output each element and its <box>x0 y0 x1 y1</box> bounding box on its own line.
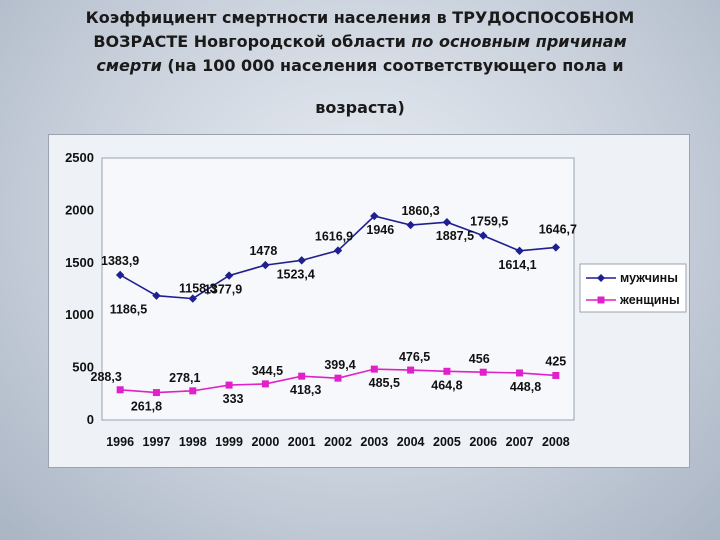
data-point-female <box>261 380 269 388</box>
data-label: 1523,4 <box>277 267 315 281</box>
data-label: 1946 <box>366 223 394 237</box>
data-label: 1759,5 <box>470 215 508 229</box>
data-point-male <box>188 294 197 303</box>
y-tick-label: 0 <box>87 412 94 427</box>
data-label: 476,5 <box>399 350 430 364</box>
x-tick-label: 2006 <box>469 435 497 449</box>
legend-label: мужчины <box>620 271 678 285</box>
data-label: 1186,5 <box>110 303 148 317</box>
title-line-4: возраста) <box>315 98 405 117</box>
data-label: 418,3 <box>290 383 321 397</box>
data-label: 1478 <box>249 244 277 258</box>
data-label: 288,3 <box>91 370 122 384</box>
data-point-male <box>333 246 343 255</box>
data-label: 1158,3 <box>179 282 217 296</box>
legend-marker <box>597 296 605 304</box>
data-point-female <box>370 365 378 373</box>
title-line-1: Коэффициент смертности населения в ТРУДО… <box>85 8 635 27</box>
chart-title: Коэффициент смертности населения в ТРУДО… <box>60 6 660 120</box>
data-point-female <box>189 387 197 395</box>
data-label: 1646,7 <box>539 222 577 236</box>
legend-marker <box>597 274 605 282</box>
x-tick-label: 2008 <box>542 435 570 449</box>
x-tick-label: 2004 <box>397 435 425 449</box>
data-label: 344,5 <box>252 364 283 378</box>
data-label: 1887,5 <box>436 229 474 243</box>
data-point-female <box>334 374 342 382</box>
x-tick-label: 1998 <box>179 435 207 449</box>
data-point-female <box>516 369 524 377</box>
data-label: 1377,9 <box>204 283 242 297</box>
data-point-male <box>152 291 161 300</box>
x-tick-label: 2000 <box>251 435 279 449</box>
data-label: 425 <box>545 354 566 368</box>
data-point-female <box>407 366 415 374</box>
data-point-female <box>152 389 160 397</box>
data-label: 1616,9 <box>315 230 353 244</box>
data-point-male <box>479 231 488 240</box>
data-point-female <box>298 372 306 380</box>
x-tick-label: 1997 <box>143 435 171 449</box>
data-label: 448,8 <box>510 380 541 394</box>
data-label: 1614,1 <box>498 258 536 272</box>
x-tick-label: 2005 <box>433 435 461 449</box>
data-label: 399,4 <box>324 358 355 372</box>
data-point-female <box>552 371 560 379</box>
y-tick-label: 1000 <box>65 307 94 322</box>
data-label: 464,8 <box>431 378 462 392</box>
data-label: 261,8 <box>131 400 162 414</box>
y-tick-label: 2000 <box>65 202 94 217</box>
x-tick-label: 2002 <box>324 435 352 449</box>
data-point-male <box>224 271 234 280</box>
data-point-male <box>406 220 415 230</box>
x-tick-label: 2007 <box>506 435 534 449</box>
legend-label: женщины <box>619 293 680 307</box>
data-point-male <box>551 243 561 252</box>
title-line-3a: смерти <box>96 56 162 75</box>
data-point-female <box>116 386 124 394</box>
y-tick-label: 500 <box>72 360 94 375</box>
x-tick-label: 1999 <box>215 435 243 449</box>
x-tick-label: 2003 <box>360 435 388 449</box>
data-label: 1860,3 <box>401 204 439 218</box>
data-point-male <box>115 270 125 280</box>
data-point-female <box>443 367 451 375</box>
data-point-male <box>370 211 379 221</box>
data-label: 333 <box>223 392 244 406</box>
x-tick-label: 2001 <box>288 435 316 449</box>
title-line-2a: ВОЗРАСТЕ Новгородской области <box>93 32 412 51</box>
data-label: 1383,9 <box>101 254 139 268</box>
data-label: 278,1 <box>169 371 200 385</box>
data-point-female <box>225 381 233 389</box>
title-line-3b: (на 100 000 населения соответствующего п… <box>161 56 624 75</box>
data-point-female <box>479 368 487 376</box>
data-point-male <box>297 256 306 265</box>
data-point-male <box>261 260 270 270</box>
data-point-male <box>442 217 452 227</box>
data-label: 456 <box>469 352 490 366</box>
title-line-2b: по основным причинам <box>411 32 627 51</box>
y-tick-label: 1500 <box>65 255 94 270</box>
data-label: 485,5 <box>369 376 400 390</box>
x-tick-label: 1996 <box>106 435 134 449</box>
y-tick-label: 2500 <box>65 150 94 165</box>
legend-box <box>579 263 687 313</box>
data-point-male <box>515 246 524 256</box>
